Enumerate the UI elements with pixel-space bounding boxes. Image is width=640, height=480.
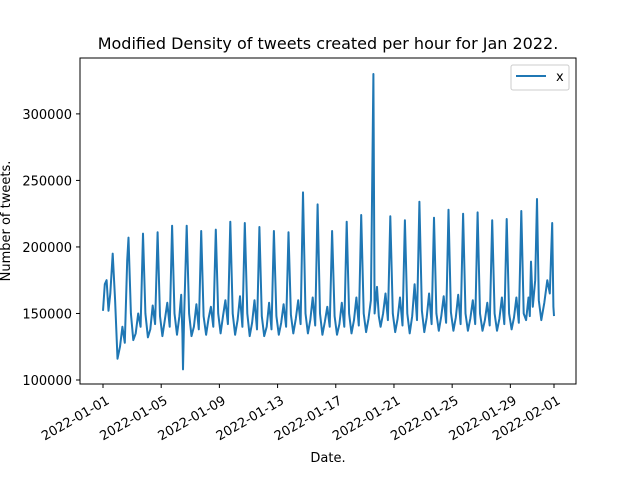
legend-box [510, 64, 570, 91]
y-tick-label: 150000 [22, 307, 72, 322]
legend: x [510, 64, 570, 91]
y-tick-label: 300000 [22, 108, 72, 123]
plot-lines [102, 73, 555, 371]
x-axis: 2022-01-012022-01-052022-01-092022-01-13… [39, 384, 563, 444]
y-tick-label: 250000 [22, 174, 72, 189]
series-line-x [102, 73, 555, 371]
y-tick-label: 200000 [22, 241, 72, 256]
chart-title: Modified Density of tweets created per h… [98, 34, 559, 53]
x-axis-label: Date. [310, 451, 345, 466]
legend-series-label: x [556, 70, 564, 85]
y-axis-label: Number of tweets. [0, 161, 14, 282]
y-tick-label: 100000 [22, 374, 72, 389]
y-axis: 100000 150000 200000 250000 300000 [22, 108, 80, 389]
plot-frame [79, 57, 577, 385]
